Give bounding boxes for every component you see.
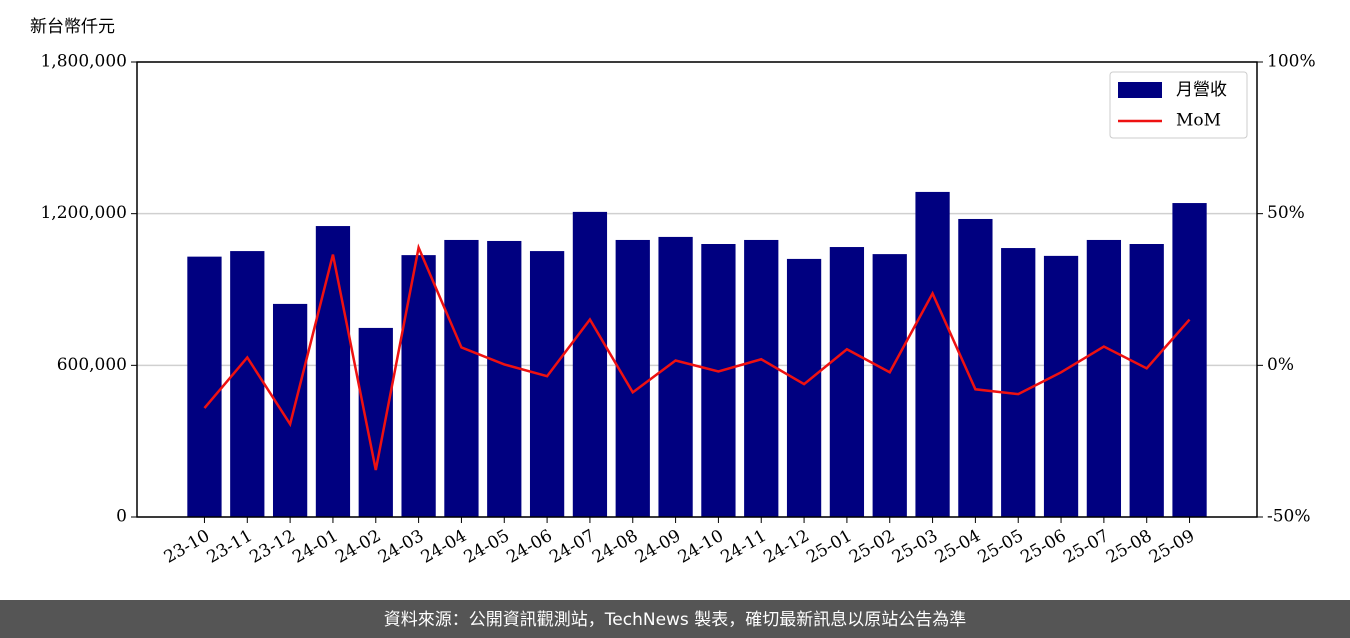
bar xyxy=(872,254,907,517)
legend-label: MoM xyxy=(1176,111,1221,131)
bar xyxy=(487,240,522,517)
footer: 資料來源：公開資訊觀測站，TechNews 製表，確切最新訊息以原站公告為準 xyxy=(384,610,966,630)
y2-tick-label: -50% xyxy=(1267,507,1311,527)
plot-frame xyxy=(136,61,1258,518)
bar xyxy=(315,226,351,517)
bar xyxy=(444,239,479,517)
legend-swatch xyxy=(1118,82,1162,98)
y2-tick-label: 50% xyxy=(1267,203,1305,223)
x-tick-label: 25-02 xyxy=(846,526,898,568)
x-tick-label: 24-09 xyxy=(632,526,684,568)
bar xyxy=(230,251,265,518)
x-tick-label: 25-07 xyxy=(1060,526,1112,568)
footer-bar xyxy=(0,600,1350,638)
x-tick-label: 24-11 xyxy=(718,526,770,568)
bar xyxy=(658,236,693,517)
bar xyxy=(958,218,993,517)
x-tick-label: 24-03 xyxy=(375,526,427,568)
y-tick-label: 1,200,000 xyxy=(40,203,127,223)
bar xyxy=(529,251,565,518)
bar xyxy=(1129,244,1164,517)
bar xyxy=(187,256,222,517)
x-tick-label: 25-05 xyxy=(975,526,1027,568)
x-tick-label: 25-06 xyxy=(1017,526,1069,568)
bar xyxy=(915,191,950,517)
bar xyxy=(615,239,650,517)
bar xyxy=(744,239,779,517)
x-tick-label: 24-10 xyxy=(675,526,727,568)
legend-label: 月營收 xyxy=(1176,80,1227,100)
bar xyxy=(829,247,865,518)
bar xyxy=(358,327,393,517)
x-tick-label: 23-11 xyxy=(204,526,256,568)
y-tick-label: 600,000 xyxy=(57,355,127,375)
x-tick-label: 25-01 xyxy=(803,526,855,568)
bar xyxy=(786,258,822,517)
bar xyxy=(401,255,436,517)
x-tick-label: 25-04 xyxy=(932,526,984,568)
y-axis-label: 新台幣仟元 xyxy=(30,17,115,37)
bar xyxy=(701,244,736,517)
bar xyxy=(572,211,608,517)
x-tick-label: 24-02 xyxy=(332,526,384,568)
y2-tick-label: 100% xyxy=(1267,52,1316,72)
x-tick-label: 24-06 xyxy=(503,526,555,568)
x-tick-label: 25-03 xyxy=(889,526,941,568)
x-tick-label: 24-05 xyxy=(461,526,513,568)
x-tick-label: 25-09 xyxy=(1146,526,1198,568)
bar xyxy=(1086,239,1122,517)
x-tick-label: 25-08 xyxy=(1103,526,1155,568)
y2-tick-label: 0% xyxy=(1267,355,1294,375)
bar xyxy=(1172,203,1207,518)
bar xyxy=(272,303,308,517)
y-tick-label: 1,800,000 xyxy=(40,52,127,72)
line xyxy=(203,243,1191,471)
bar xyxy=(1043,255,1079,517)
x-tick-label: 24-04 xyxy=(418,526,470,568)
x-tick-label: 23-10 xyxy=(161,526,213,568)
x-tick-label: 23-12 xyxy=(246,526,298,568)
x-tick-label: 24-01 xyxy=(289,526,341,568)
x-tick-label: 24-12 xyxy=(760,526,812,568)
y-tick-label: 0 xyxy=(116,507,127,527)
bar xyxy=(1001,248,1036,518)
x-tick-label: 24-08 xyxy=(589,526,641,568)
x-tick-label: 24-07 xyxy=(546,526,598,568)
